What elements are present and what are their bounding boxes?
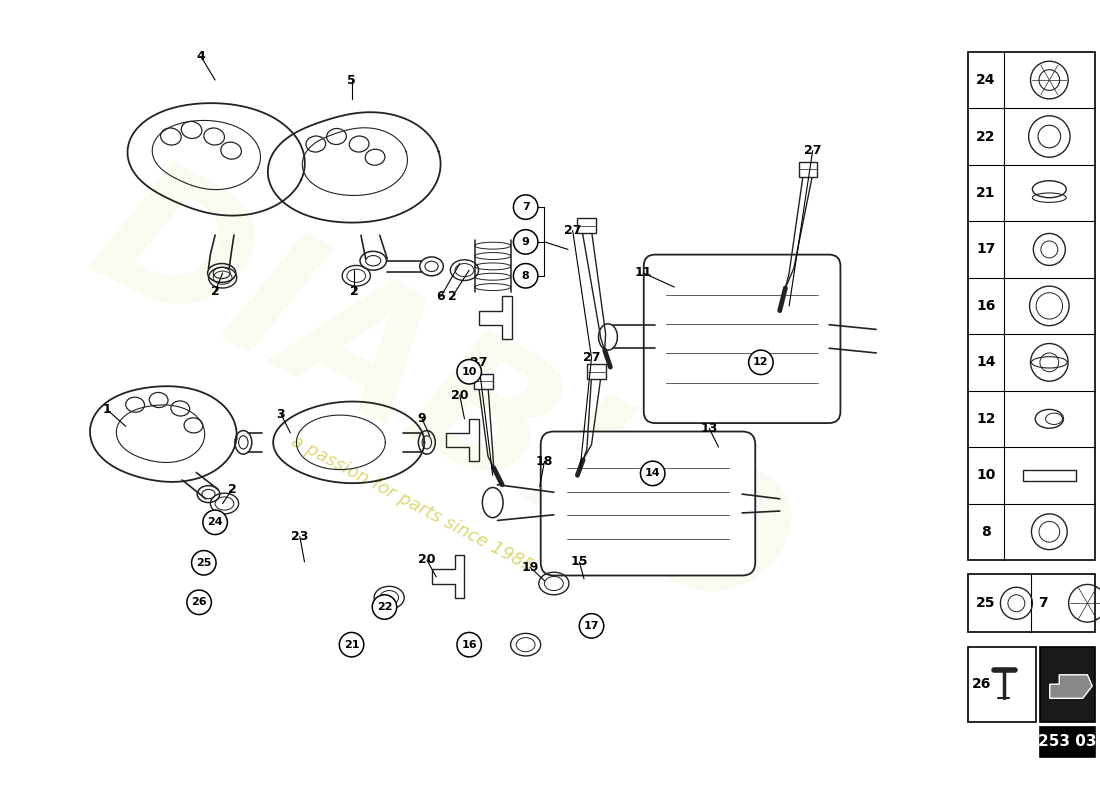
Text: 22: 22	[976, 130, 996, 143]
Text: 21: 21	[976, 186, 996, 200]
Polygon shape	[1049, 674, 1092, 698]
Text: 22: 22	[376, 602, 393, 612]
Circle shape	[456, 359, 482, 384]
Text: 8: 8	[521, 270, 529, 281]
Text: 16: 16	[461, 640, 477, 650]
Bar	[1023, 470, 1076, 481]
Circle shape	[191, 550, 216, 575]
Text: a passion for parts since 1985: a passion for parts since 1985	[288, 432, 537, 575]
Circle shape	[372, 594, 397, 619]
Text: 12: 12	[976, 412, 996, 426]
Text: 17: 17	[584, 621, 600, 631]
Circle shape	[339, 633, 364, 657]
Text: 20: 20	[451, 389, 469, 402]
Text: 23: 23	[292, 530, 308, 543]
Text: 2: 2	[228, 483, 236, 496]
Text: 21: 21	[344, 640, 360, 650]
Text: 14: 14	[645, 469, 660, 478]
Circle shape	[202, 510, 228, 534]
Bar	[968, 646, 1036, 722]
Bar	[586, 364, 606, 379]
Text: 2: 2	[211, 286, 220, 298]
Text: 7: 7	[521, 202, 529, 212]
Text: 26: 26	[191, 598, 207, 607]
Circle shape	[749, 350, 773, 374]
Circle shape	[187, 590, 211, 614]
Text: 4: 4	[197, 50, 206, 63]
Text: 6: 6	[437, 290, 446, 303]
Text: 12: 12	[754, 358, 769, 367]
Text: 9: 9	[418, 412, 427, 426]
Circle shape	[514, 263, 538, 288]
Text: 27: 27	[804, 144, 822, 157]
Text: 3: 3	[277, 408, 285, 421]
Bar	[1041, 726, 1094, 757]
Text: DIABLO: DIABLO	[66, 145, 816, 655]
Text: 25: 25	[196, 558, 211, 568]
Text: 27: 27	[583, 351, 601, 364]
Text: 5: 5	[348, 74, 356, 86]
Text: 13: 13	[701, 422, 718, 434]
Circle shape	[580, 614, 604, 638]
Bar	[968, 52, 1094, 560]
Text: 27: 27	[564, 224, 582, 237]
Bar	[799, 162, 817, 177]
Text: 1: 1	[102, 403, 111, 416]
Circle shape	[514, 230, 538, 254]
Text: 24: 24	[976, 73, 996, 87]
Text: 14: 14	[976, 355, 996, 370]
Text: 2: 2	[350, 286, 359, 298]
Text: 19: 19	[521, 561, 539, 574]
Circle shape	[640, 461, 664, 486]
Text: 253 03: 253 03	[1038, 734, 1097, 749]
Text: 25: 25	[976, 596, 996, 610]
Text: 7: 7	[1038, 596, 1048, 610]
Text: 10: 10	[462, 366, 477, 377]
Text: 27: 27	[470, 356, 487, 369]
Text: 9: 9	[521, 237, 529, 247]
Text: 2: 2	[448, 290, 456, 303]
Circle shape	[456, 633, 482, 657]
Circle shape	[514, 195, 538, 219]
Bar	[968, 574, 1094, 633]
Text: 17: 17	[976, 242, 996, 257]
Bar	[1041, 646, 1094, 722]
Text: 8: 8	[981, 525, 991, 538]
Text: 15: 15	[571, 555, 588, 568]
Text: 26: 26	[971, 677, 991, 691]
FancyBboxPatch shape	[644, 254, 840, 423]
Bar	[474, 374, 493, 389]
Text: 20: 20	[418, 554, 436, 566]
Bar	[578, 218, 596, 234]
Text: 18: 18	[536, 454, 553, 468]
Text: 10: 10	[976, 468, 996, 482]
Text: 16: 16	[976, 299, 996, 313]
Text: 24: 24	[207, 518, 223, 527]
Text: 11: 11	[635, 266, 652, 279]
FancyBboxPatch shape	[541, 431, 756, 575]
